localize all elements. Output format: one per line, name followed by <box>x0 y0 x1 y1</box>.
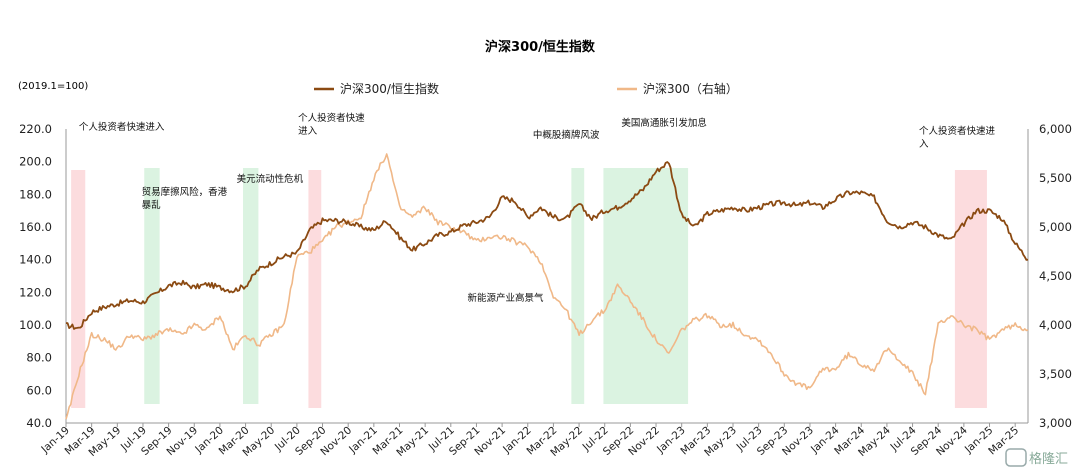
left-tick-label: 40.0 <box>26 416 52 430</box>
annotation-text: 入 <box>919 139 929 150</box>
left-tick-label: 60.0 <box>26 383 52 397</box>
highlight-band-2 <box>243 168 259 404</box>
annotation-text: 美国高通胀引发加息 <box>621 117 707 129</box>
annotation-text: 新能源产业高景气 <box>467 292 544 304</box>
series-lines <box>65 153 1029 420</box>
legend: 沪深300/恒生指数 沪深300（右轴） <box>314 81 738 96</box>
right-tick-label: 6,000 <box>1039 122 1072 136</box>
right-tick-label: 4,500 <box>1039 269 1072 283</box>
left-tick-label: 160.0 <box>19 220 52 234</box>
chart-texts: 沪深300/恒生指数 (2019.1=100) <box>18 39 596 92</box>
annotation-text: 美元流动性危机 <box>237 173 304 185</box>
highlight-bands <box>71 168 987 408</box>
annotation-text: 个人投资者快速进入 <box>79 121 165 133</box>
legend-label: 沪深300（右轴） <box>643 81 738 96</box>
highlight-band-3 <box>308 170 322 408</box>
watermark-logo: 格隆汇 <box>1005 448 1068 467</box>
tick-labels: 40.0 60.0 80.0 100.0 120.0 140.0 160.0 180.0 200… <box>19 122 1072 459</box>
axes <box>65 129 1029 424</box>
annotation-text: 进入 <box>298 126 318 137</box>
right-tick-label: 3,500 <box>1039 367 1072 381</box>
left-tick-label: 180.0 <box>19 187 52 201</box>
chart-title: 沪深300/恒生指数 <box>485 39 596 55</box>
left-tick-label: 100.0 <box>19 318 52 332</box>
annotation-text: 个人投资者快速进 <box>919 125 996 137</box>
left-tick-label: 120.0 <box>19 285 52 299</box>
series-line-ratio <box>65 161 1029 330</box>
left-axis-unit: (2019.1=100) <box>18 81 88 92</box>
left-tick-label: 220.0 <box>19 122 52 136</box>
watermark-text: 格隆汇 <box>1029 451 1068 467</box>
series-line-csi300 <box>65 153 1029 420</box>
highlight-band-1 <box>144 168 160 404</box>
legend-label: 沪深300/恒生指数 <box>340 81 439 96</box>
highlight-band-5 <box>603 168 689 404</box>
annotation-text: 贸易摩擦风险，香港 <box>142 186 228 198</box>
right-tick-label: 3,000 <box>1039 416 1072 430</box>
left-tick-label: 200.0 <box>19 155 52 169</box>
left-tick-label: 140.0 <box>19 253 52 267</box>
annotation-text: 个人投资者快速 <box>298 112 365 124</box>
annotation-text: 暴乱 <box>142 200 162 211</box>
right-tick-label: 5,500 <box>1039 171 1072 185</box>
left-tick-label: 80.0 <box>26 351 52 365</box>
highlight-band-0 <box>71 170 86 408</box>
right-tick-label: 5,000 <box>1039 220 1072 234</box>
annotation-text: 中概股摘牌风波 <box>533 129 600 141</box>
highlight-band-4 <box>571 168 585 404</box>
right-tick-label: 4,000 <box>1039 318 1072 332</box>
highlight-band-6 <box>954 170 987 408</box>
